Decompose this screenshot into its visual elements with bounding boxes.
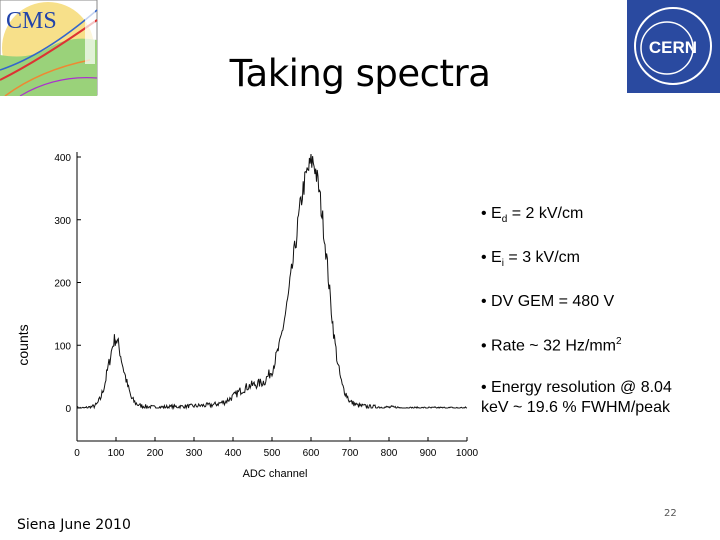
page-number: 22 <box>664 508 677 519</box>
x-tick-label: 100 <box>108 448 125 459</box>
bullet-rate: • Rate ~ 32 Hz/mm2 <box>481 336 622 355</box>
y-tick-labels: 0 100 200 300 400 <box>54 153 71 415</box>
x-tick-label: 0 <box>74 448 80 459</box>
spectrum-series-line <box>76 153 468 410</box>
x-tick-labels: 0 100 200 300 400 500 600 700 800 900 1000 <box>74 448 478 459</box>
x-tick-label: 700 <box>342 448 359 459</box>
y-tick-label: 100 <box>54 341 71 352</box>
x-tick-label: 1000 <box>456 448 479 459</box>
cms-logo: CMS <box>0 0 98 97</box>
chart-axes <box>76 152 468 442</box>
cms-logo-text: CMS <box>6 8 57 34</box>
bullet-drift-field: • Ed = 2 kV/cm <box>481 205 584 226</box>
y-axis-label: counts <box>15 324 31 365</box>
x-tick-label: 500 <box>264 448 281 459</box>
spectrum-chart: 0 100 200 300 400 0 100 200 300 400 500 600 700 800 9… <box>15 152 479 480</box>
footer-date: Siena June 2010 <box>17 517 131 533</box>
x-axis-label: ADC channel <box>243 468 308 480</box>
bullet-induction-field: • Ei = 3 kV/cm <box>481 249 580 270</box>
x-tick-label: 400 <box>225 448 242 459</box>
y-tick-label: 400 <box>54 153 71 164</box>
bullet-gem-voltage: • DV GEM = 480 V <box>481 293 615 310</box>
bullet-energy-resolution: • Energy resolution @ 8.04 keV ~ 19.6 % F… <box>481 379 672 416</box>
x-tick-label: 200 <box>147 448 164 459</box>
x-tick-label: 600 <box>303 448 320 459</box>
x-tick-label: 300 <box>186 448 203 459</box>
y-tick-label: 0 <box>65 404 71 415</box>
y-tick-label: 200 <box>54 279 71 290</box>
cern-logo-text: CERN <box>649 38 697 57</box>
x-tick-label: 900 <box>420 448 437 459</box>
x-tick-label: 800 <box>381 448 398 459</box>
y-tick-label: 300 <box>54 216 71 227</box>
slide-title: Taking spectra <box>229 52 491 95</box>
cern-logo: CERN <box>627 0 720 93</box>
